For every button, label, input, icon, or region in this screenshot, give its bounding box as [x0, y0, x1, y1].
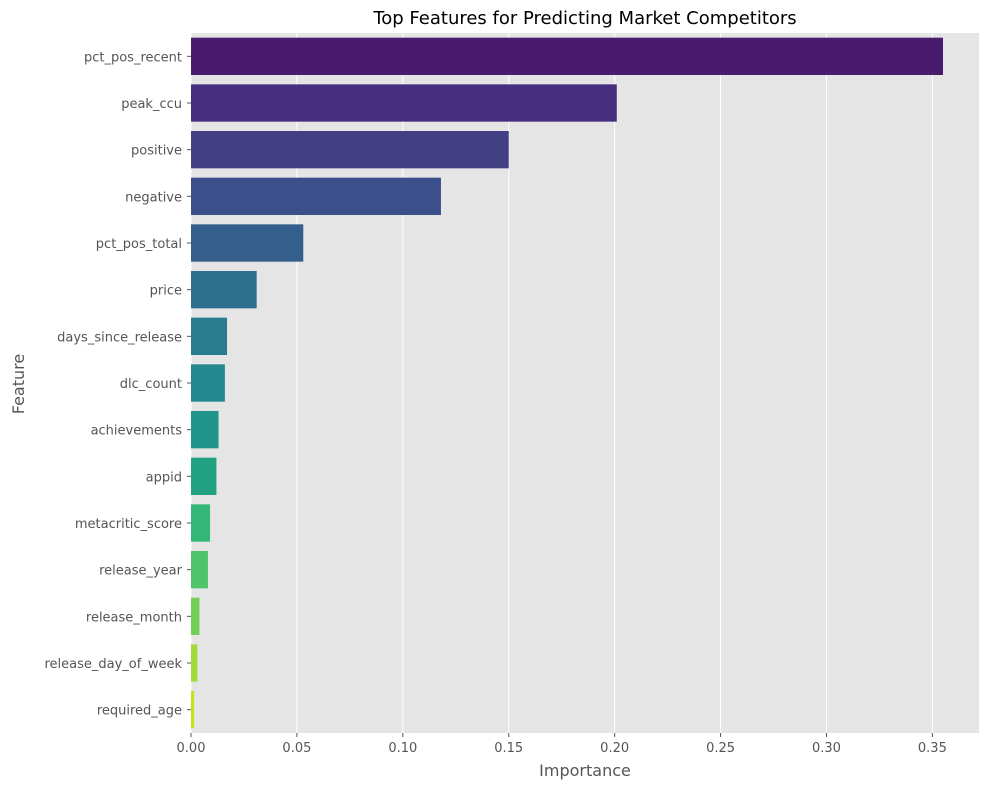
y-tick-label: price [150, 284, 182, 299]
y-tick-label: pct_pos_total [96, 237, 182, 252]
y-tick-label: pct_pos_recent [84, 50, 182, 65]
x-tick-label: 0.35 [918, 741, 947, 756]
x-tick-label: 0.10 [388, 741, 417, 756]
x-tick-label: 0.30 [812, 741, 841, 756]
bar-pct-pos-total [191, 224, 304, 262]
y-tick-label: appid [146, 470, 182, 485]
x-tick-label: 0.20 [600, 741, 629, 756]
bar-price [191, 271, 257, 309]
bar-positive [191, 131, 509, 169]
y-tick-label: required_age [97, 704, 182, 719]
y-axis-ticks: pct_pos_recent peak_ccu positive negative pc… [44, 50, 191, 719]
x-tick-label: 0.00 [177, 741, 206, 756]
bar-dlc-count [191, 364, 225, 402]
x-tick-label: 0.25 [706, 741, 735, 756]
bar-release-day-of-week [191, 644, 198, 682]
bar-metacritic-score [191, 504, 211, 542]
chart-title: Top Features for Predicting Market Compe… [372, 8, 796, 29]
x-axis-label: Importance [539, 761, 631, 780]
bars [191, 37, 943, 729]
gridlines [190, 33, 933, 733]
x-axis-ticks: 0.00 0.05 0.10 0.15 0.20 0.25 0.30 0.35 [177, 733, 947, 756]
bar-appid [191, 457, 217, 495]
bar-pct-pos-recent [191, 37, 943, 75]
y-axis-label: Feature [9, 354, 28, 414]
y-tick-label: dlc_count [120, 377, 182, 392]
bar-required-age [191, 691, 195, 729]
x-tick-label: 0.15 [494, 741, 523, 756]
y-tick-label: days_since_release [57, 330, 182, 345]
y-tick-label: release_day_of_week [44, 657, 182, 672]
y-tick-label: achievements [91, 424, 183, 439]
y-tick-label: peak_ccu [121, 97, 182, 112]
bar-release-year [191, 551, 208, 589]
bar-days-since-release [191, 317, 228, 355]
y-tick-label: release_year [99, 564, 183, 579]
x-tick-label: 0.05 [282, 741, 311, 756]
bar-negative [191, 177, 441, 215]
bar-achievements [191, 411, 219, 449]
y-tick-label: positive [131, 144, 182, 159]
y-tick-label: negative [125, 190, 182, 205]
y-tick-label: metacritic_score [75, 517, 182, 532]
bar-release-month [191, 597, 200, 635]
y-tick-label: release_month [86, 610, 182, 625]
bar-peak-ccu [191, 84, 617, 122]
